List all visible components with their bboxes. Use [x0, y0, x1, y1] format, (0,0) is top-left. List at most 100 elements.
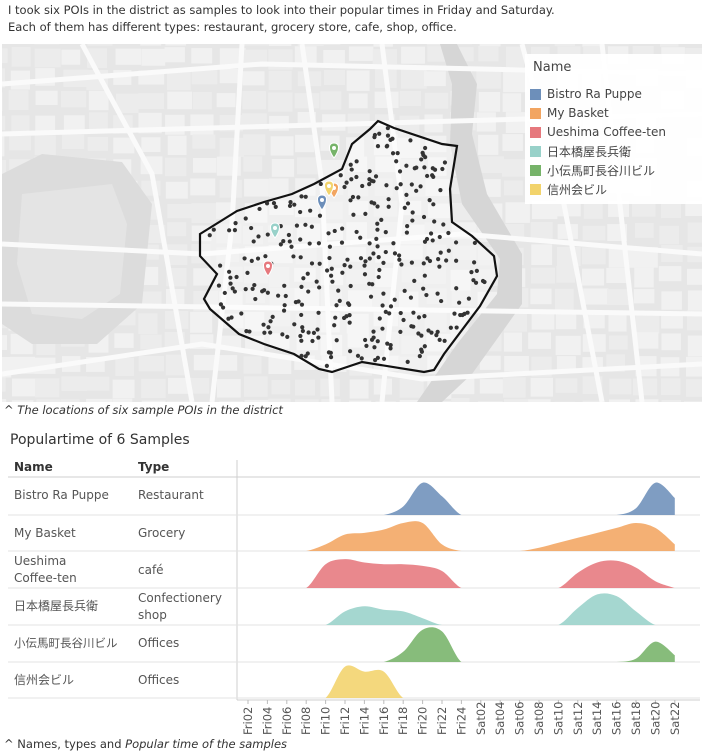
poi-dot — [299, 353, 304, 358]
poi-dot — [405, 224, 410, 229]
map-block — [86, 376, 110, 391]
poi-dot — [334, 303, 339, 308]
poi-dot — [398, 310, 403, 316]
map-block — [112, 398, 133, 402]
district-map[interactable]: Name Bistro Ra Puppe My Basket Ueshima C… — [2, 44, 702, 402]
poi-dot — [422, 314, 427, 319]
sample-pin-4[interactable] — [270, 222, 280, 239]
poi-dot — [243, 216, 248, 221]
map-block — [219, 401, 243, 402]
legend-item-shinshukai[interactable]: 信州会ビル — [530, 181, 607, 197]
map-block — [166, 400, 193, 402]
map-block — [476, 70, 501, 89]
poi-dot — [249, 225, 254, 231]
sample-pin-6[interactable] — [324, 180, 334, 197]
ridge-area-1 — [248, 482, 675, 515]
map-block — [633, 289, 655, 304]
poi-dot — [249, 258, 254, 263]
map-block — [191, 203, 217, 223]
poi-dot — [255, 256, 261, 261]
map-block — [503, 332, 523, 352]
poi-dot — [421, 261, 426, 266]
poi-dot — [340, 270, 345, 275]
map-block — [427, 203, 452, 219]
x-tick-label: Sat10 — [551, 702, 565, 736]
poi-dot — [230, 286, 235, 291]
poi-dots — [207, 125, 487, 368]
legend-label: 信州会ビル — [547, 182, 608, 197]
poi-dot — [316, 310, 321, 315]
legend-item-bistro[interactable]: Bistro Ra Puppe — [530, 86, 642, 102]
map-block — [167, 222, 187, 237]
sample-pin-1[interactable] — [317, 194, 327, 211]
map-block — [243, 156, 263, 172]
poi-dot — [442, 338, 447, 343]
map-block — [167, 91, 193, 110]
map-block — [294, 288, 320, 308]
poi-dot — [329, 266, 334, 271]
poi-dot — [347, 302, 352, 307]
map-block — [191, 48, 213, 64]
poi-dot — [211, 227, 216, 232]
sample-pin-5[interactable] — [329, 142, 339, 159]
poi-dot — [329, 273, 334, 278]
map-block — [479, 44, 501, 47]
map-block — [375, 267, 397, 288]
poi-dot — [349, 177, 354, 182]
map-block — [426, 44, 453, 46]
legend-item-kodenmacho[interactable]: 小伝馬町長谷川ビル — [530, 162, 655, 178]
poi-dot — [261, 322, 266, 327]
legend-item-ueshima[interactable]: Ueshima Coffee-ten — [530, 124, 666, 140]
poi-dot — [402, 288, 407, 293]
poi-dot — [348, 198, 353, 203]
map-block — [268, 267, 290, 288]
poi-dot — [292, 322, 297, 327]
map-block — [609, 378, 632, 395]
poi-dot — [432, 219, 437, 224]
map-block — [9, 135, 32, 151]
poi-dot — [417, 354, 422, 359]
map-block — [295, 313, 317, 335]
map-block — [684, 400, 702, 402]
map-block — [502, 377, 526, 398]
map-block — [373, 200, 398, 217]
poi-dot — [314, 279, 319, 284]
map-block — [270, 136, 294, 156]
poi-dot — [283, 293, 288, 299]
poi-dot — [262, 330, 267, 335]
poi-dot — [369, 337, 375, 342]
legend-label: 日本橋屋長兵衛 — [547, 144, 632, 159]
sample-pin-3[interactable] — [263, 260, 273, 277]
poi-dot — [367, 241, 372, 246]
poi-dot — [410, 218, 415, 223]
poi-dot — [367, 182, 372, 187]
row-name-2: My Basket — [14, 526, 76, 540]
poi-dot — [232, 289, 237, 294]
legend-label: Bistro Ra Puppe — [547, 87, 642, 101]
poi-dot — [292, 202, 297, 207]
map-block — [427, 46, 446, 62]
poi-dot — [330, 279, 335, 284]
map-road — [379, 44, 405, 402]
map-block — [424, 266, 446, 284]
map-block — [244, 311, 265, 332]
poi-dot — [233, 221, 238, 226]
legend-item-my-basket[interactable]: My Basket — [530, 105, 609, 121]
map-block — [167, 377, 192, 394]
chart-caption: ^ Names, types and Popular time of the s… — [4, 737, 287, 751]
legend-item-nihonbashiya[interactable]: 日本橋屋長兵衛 — [530, 143, 631, 159]
poi-dot — [369, 200, 374, 205]
map-block — [687, 222, 702, 243]
poi-dot — [318, 181, 323, 187]
poi-dot — [383, 309, 388, 314]
map-block — [245, 288, 265, 303]
ridge-area-2 — [248, 521, 675, 551]
poi-dot — [367, 281, 372, 286]
map-block — [581, 268, 605, 286]
map-block — [11, 400, 34, 402]
poi-dot — [424, 236, 430, 242]
map-block — [531, 244, 553, 266]
intro-text: I took six POIs in the district as sampl… — [8, 2, 555, 36]
map-block — [346, 313, 369, 334]
district-boundary — [198, 119, 499, 374]
